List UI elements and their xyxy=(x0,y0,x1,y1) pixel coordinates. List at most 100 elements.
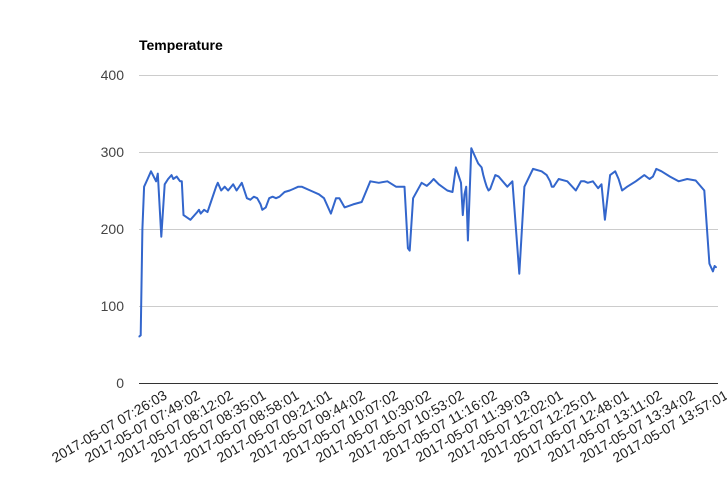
data-point xyxy=(467,239,469,242)
data-point xyxy=(268,197,270,199)
data-point xyxy=(487,189,490,192)
data-point xyxy=(369,180,371,182)
data-point xyxy=(553,186,555,188)
data-point xyxy=(429,182,431,184)
data-point xyxy=(323,197,325,199)
data-point xyxy=(587,182,589,184)
y-tick-label: 0 xyxy=(116,375,124,391)
gridlines xyxy=(139,75,718,384)
data-point xyxy=(217,182,219,184)
data-point xyxy=(261,209,263,211)
y-tick-label: 200 xyxy=(101,221,125,237)
data-point xyxy=(465,186,467,188)
data-point xyxy=(482,174,484,176)
data-point xyxy=(614,170,616,172)
data-point xyxy=(518,273,520,275)
data-point xyxy=(141,228,143,230)
data-point xyxy=(232,183,234,185)
data-point xyxy=(170,174,173,176)
data-point xyxy=(289,189,291,192)
data-point xyxy=(220,189,222,192)
data-point xyxy=(546,174,548,176)
data-point xyxy=(648,178,651,180)
data-point xyxy=(157,173,159,175)
data-point xyxy=(470,147,472,149)
data-point xyxy=(407,247,409,249)
data-point xyxy=(181,180,183,182)
data-point xyxy=(626,186,628,188)
data-point xyxy=(200,213,202,215)
data-point xyxy=(484,180,486,182)
data-point xyxy=(455,166,457,168)
temperature-series-line xyxy=(138,147,717,338)
data-point xyxy=(604,219,606,221)
data-point xyxy=(486,186,488,188)
data-point xyxy=(714,265,716,267)
data-point xyxy=(260,203,262,205)
data-point xyxy=(227,189,229,192)
data-point xyxy=(215,186,217,188)
data-point xyxy=(708,263,711,265)
data-point xyxy=(338,197,340,199)
data-point xyxy=(297,186,299,188)
data-point xyxy=(643,174,645,176)
data-point xyxy=(206,211,209,213)
data-point xyxy=(655,168,657,170)
data-point xyxy=(179,180,181,182)
data-point xyxy=(246,197,248,199)
data-point xyxy=(463,193,466,195)
data-point xyxy=(241,182,243,184)
data-point xyxy=(558,178,560,180)
data-point xyxy=(575,189,577,192)
data-point xyxy=(386,180,388,182)
data-point xyxy=(511,180,513,182)
data-point xyxy=(541,170,543,172)
data-point xyxy=(309,189,311,192)
data-point xyxy=(155,180,157,182)
data-point xyxy=(210,201,212,203)
data-point xyxy=(403,186,406,188)
data-point xyxy=(177,178,179,180)
data-point xyxy=(583,180,586,182)
data-point xyxy=(409,250,411,252)
data-point xyxy=(318,193,320,195)
data-point xyxy=(164,183,166,185)
data-point xyxy=(712,270,714,272)
data-point xyxy=(160,236,162,238)
data-point xyxy=(138,336,140,338)
data-point xyxy=(278,196,281,198)
data-point xyxy=(361,201,363,203)
data-point xyxy=(249,199,251,201)
data-point xyxy=(433,178,435,180)
data-point xyxy=(494,174,496,176)
data-point xyxy=(176,176,178,178)
data-point xyxy=(182,214,185,216)
data-point xyxy=(140,334,142,336)
data-point xyxy=(272,196,274,198)
data-point xyxy=(597,187,599,189)
data-point xyxy=(532,168,534,170)
data-point xyxy=(378,182,380,184)
data-point xyxy=(686,178,688,180)
data-point xyxy=(224,186,226,188)
data-point xyxy=(678,180,680,182)
data-point xyxy=(451,191,454,193)
data-point xyxy=(618,178,620,180)
data-point xyxy=(256,197,258,199)
data-point xyxy=(412,197,414,199)
data-point xyxy=(150,170,152,172)
data-point xyxy=(491,183,493,185)
y-tick-label: 400 xyxy=(101,67,125,83)
data-point xyxy=(498,176,500,178)
data-point xyxy=(292,188,294,190)
data-point xyxy=(460,182,462,184)
data-point xyxy=(284,191,286,193)
data-point xyxy=(236,189,238,192)
data-point xyxy=(477,162,479,165)
data-point xyxy=(446,189,448,192)
data-point xyxy=(695,179,697,182)
data-point xyxy=(472,151,474,153)
data-point xyxy=(652,176,654,178)
data-point xyxy=(580,180,582,182)
